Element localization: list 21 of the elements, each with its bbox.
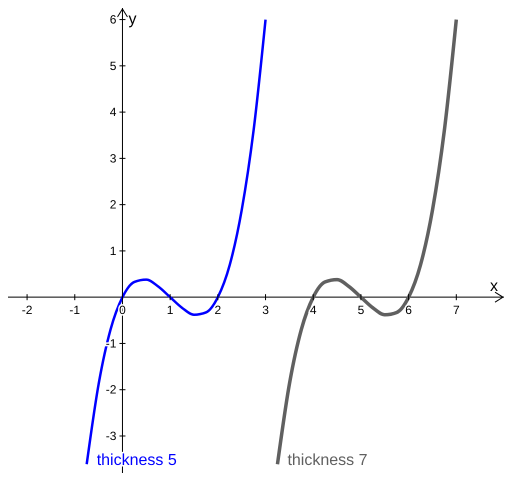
y-tick-label: -3	[106, 428, 117, 443]
line-series	[276, 18, 458, 466]
x-tick-label: 6	[405, 303, 412, 318]
y-tick-label: 4	[110, 105, 117, 120]
y-tick-label: 5	[110, 58, 117, 73]
x-tick-label: 5	[358, 303, 365, 318]
x-axis-title: x	[490, 278, 498, 296]
y-tick-label: 3	[110, 151, 117, 166]
y-tick-label: 2	[110, 198, 117, 212]
x-tick-label: 3	[262, 303, 270, 318]
x-tick-label: -1	[69, 303, 80, 318]
series-label: thickness 7	[287, 452, 368, 469]
x-tick-label: 4	[310, 303, 317, 318]
x-tick-label: 7	[452, 303, 460, 318]
y-tick-label: 1	[110, 244, 117, 258]
y-tick-label: -2	[106, 382, 117, 397]
x-tick-label: 2	[214, 303, 222, 318]
x-tick-label: 1	[166, 303, 174, 318]
y-tick-label: 6	[110, 12, 117, 27]
x-tick-label: -2	[22, 303, 33, 318]
y-axis-title: y	[128, 11, 136, 28]
